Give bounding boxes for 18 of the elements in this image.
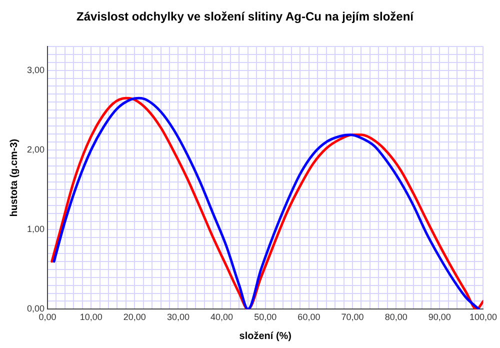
y-tick-label: 3,00 <box>26 64 45 75</box>
y-tick-label: 1,00 <box>26 224 45 234</box>
x-tick-label: 50,00 <box>254 312 277 322</box>
x-tick-label: 100,00 <box>469 312 497 322</box>
x-tick-label: 40,00 <box>210 312 234 322</box>
x-tick-label: 90,00 <box>428 312 451 322</box>
x-tick-label: 70,00 <box>341 312 364 322</box>
x-axis-title: složení (%) <box>239 330 292 342</box>
y-tick-label: 0,00 <box>26 304 45 314</box>
x-tick-label: 80,00 <box>384 312 408 322</box>
x-tick-label: 10,00 <box>80 312 102 322</box>
y-axis-title: hustota (g.cm-3) <box>8 138 20 217</box>
x-tick-label: 0,00 <box>38 312 56 322</box>
chart-title: Závislost odchylky ve složení slitiny Ag-Cu na jejím složení <box>76 10 414 24</box>
x-tick-label: 60,00 <box>298 312 320 322</box>
x-tick-label: 30,00 <box>166 312 190 322</box>
x-tick-label: 20,00 <box>123 312 146 322</box>
y-tick-label: 2,00 <box>26 144 45 154</box>
